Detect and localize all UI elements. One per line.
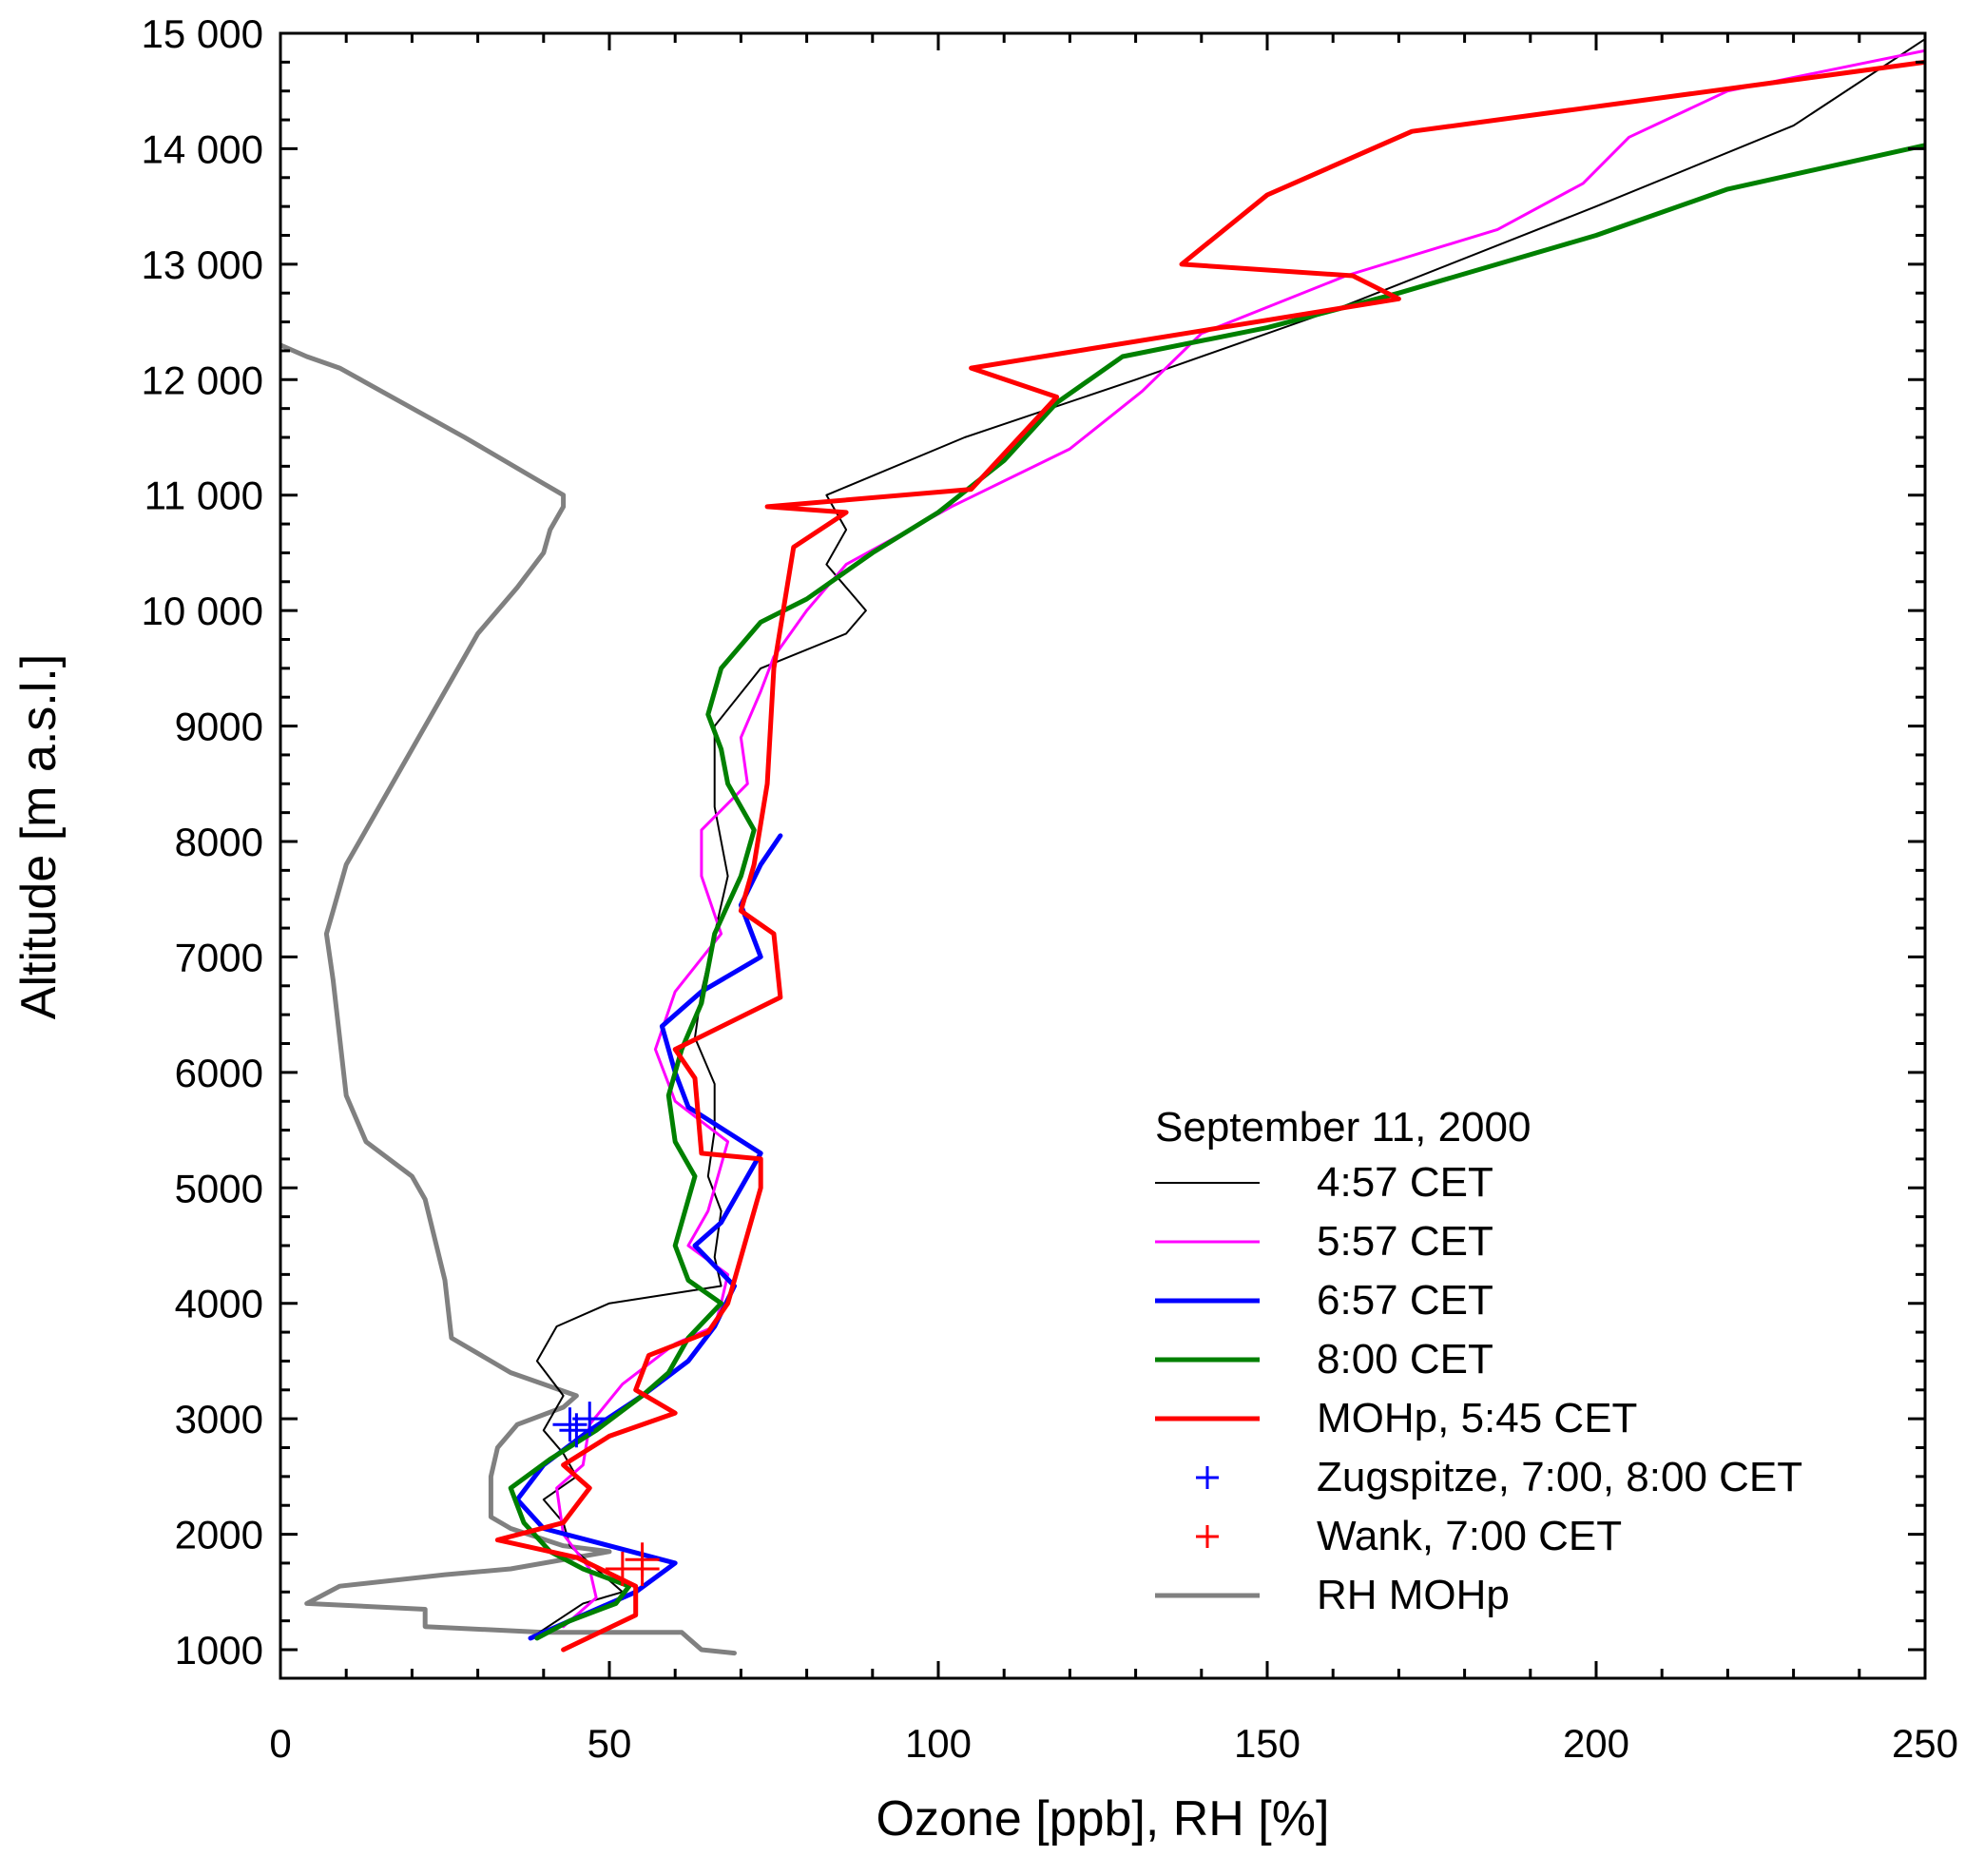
legend-label: MOHp, 5:45 CET — [1317, 1395, 1637, 1441]
y-tick-label: 1000 — [175, 1628, 263, 1673]
legend-swatch — [1196, 1525, 1219, 1548]
legend-item-zugspitze-7-00-8-00-cet: Zugspitze, 7:00, 8:00 CET — [1196, 1454, 1802, 1500]
legend-swatch — [1196, 1466, 1219, 1489]
x-axis-title: Ozone [ppb], RH [%] — [877, 1791, 1330, 1847]
y-tick-label: 4000 — [175, 1282, 263, 1326]
y-tick-label: 15 000 — [142, 11, 263, 56]
y-tick-label: 6000 — [175, 1051, 263, 1095]
y-tick-label: 5000 — [175, 1166, 263, 1210]
plot-frame — [279, 31, 1927, 1680]
y-tick-label: 12 000 — [142, 358, 263, 402]
axis-ticks — [279, 31, 1927, 1678]
y-tick-label: 11 000 — [144, 474, 263, 518]
legend-item-5-57-cet: 5:57 CET — [1155, 1218, 1493, 1265]
x-tick-labels: 0 50 100 150 200 250 — [269, 1721, 1958, 1766]
series-line-rh-mohp — [280, 342, 737, 1656]
legend-item-8-00-cet: 8:00 CET — [1155, 1336, 1493, 1383]
legend-label: 4:57 CET — [1317, 1159, 1493, 1206]
x-tick-label: 250 — [1892, 1721, 1958, 1766]
y-axis-title: Altitude [m a.s.l.] — [11, 654, 67, 1019]
y-tick-label: 7000 — [175, 935, 263, 979]
y-tick-label: 2000 — [175, 1513, 263, 1557]
plot-lines — [280, 38, 1925, 1656]
legend-item-rh-mohp: RH MOHp — [1155, 1572, 1510, 1618]
legend-item-6-57-cet: 6:57 CET — [1155, 1277, 1493, 1324]
series-marker-zugspitze-7-00-8-00-cet — [559, 1413, 594, 1448]
y-tick-label: 3000 — [175, 1397, 263, 1441]
legend: September 11, 2000 4:57 CET 5:57 CET 6:57 … — [1155, 1104, 1802, 1618]
legend-label: 5:57 CET — [1317, 1218, 1493, 1265]
legend-item-wank-7-00-cet: Wank, 7:00 CET — [1196, 1513, 1622, 1559]
series-line-8-00-cet — [508, 143, 1925, 1641]
legend-label: RH MOHp — [1317, 1572, 1510, 1618]
series-line-5-57-cet — [555, 48, 1925, 1629]
y-tick-label: 14 000 — [142, 126, 263, 171]
legend-item-4-57-cet: 4:57 CET — [1155, 1159, 1493, 1206]
series-line-4-57-cet — [530, 38, 1925, 1639]
x-tick-label: 0 — [269, 1721, 291, 1766]
x-tick-label: 100 — [905, 1721, 972, 1766]
series-line-mohp-5-45-cet — [494, 59, 1925, 1653]
y-tick-labels: 1000 2000 3000 4000 5000 6000 7000 8000 9000 10 0… — [142, 11, 263, 1673]
x-tick-label: 200 — [1563, 1721, 1629, 1766]
y-tick-label: 8000 — [175, 820, 263, 864]
series-line-6-57-cet — [514, 833, 783, 1641]
y-tick-label: 13 000 — [142, 242, 263, 287]
x-tick-label: 150 — [1234, 1721, 1300, 1766]
x-tick-label: 50 — [588, 1721, 632, 1766]
legend-item-mohp-5-45-cet: MOHp, 5:45 CET — [1155, 1395, 1637, 1441]
y-tick-label: 9000 — [175, 705, 263, 749]
legend-label: Zugspitze, 7:00, 8:00 CET — [1317, 1454, 1802, 1500]
legend-items: 4:57 CET 5:57 CET 6:57 CET 8:00 CET MOHp, 5:… — [1155, 1159, 1802, 1618]
legend-label: Wank, 7:00 CET — [1317, 1513, 1622, 1559]
legend-label: 8:00 CET — [1317, 1336, 1493, 1383]
series-marker-zugspitze-7-00-8-00-cet — [552, 1407, 588, 1442]
series-marker-wank-7-00-cet — [605, 1552, 640, 1586]
legend-label: 6:57 CET — [1317, 1277, 1493, 1324]
y-tick-label: 10 000 — [142, 589, 263, 633]
legend-title: September 11, 2000 — [1155, 1104, 1531, 1151]
